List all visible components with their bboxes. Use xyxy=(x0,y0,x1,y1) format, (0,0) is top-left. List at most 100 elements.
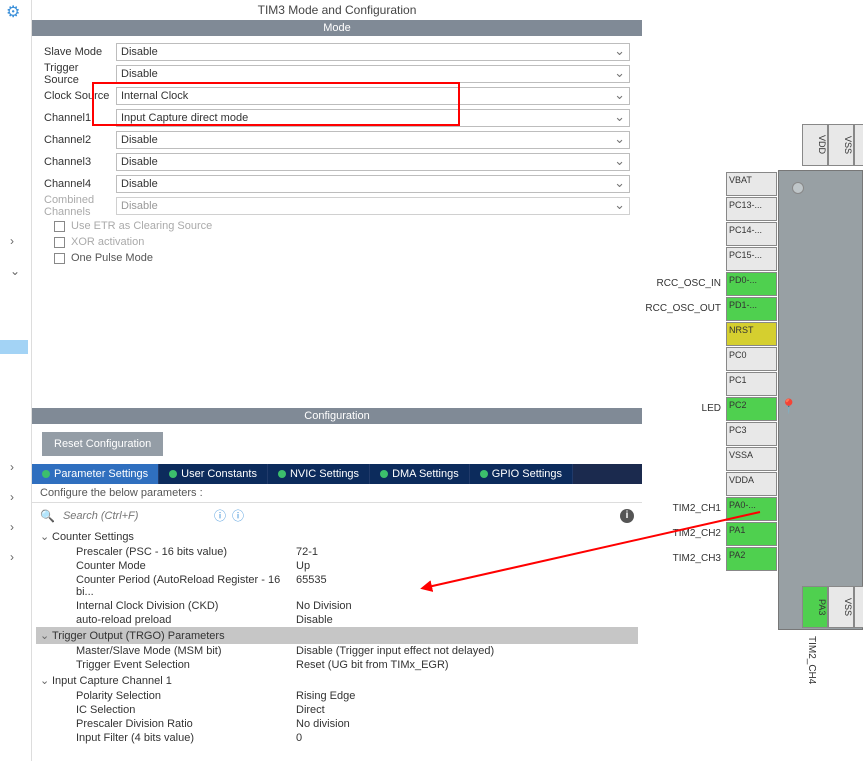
search-input[interactable] xyxy=(61,509,208,523)
mode-select[interactable]: Disable xyxy=(116,43,630,61)
checkbox-row[interactable]: One Pulse Mode xyxy=(54,252,630,264)
config-tab[interactable]: Parameter Settings xyxy=(32,464,159,484)
mode-row: Clock SourceInternal Clock xyxy=(44,86,630,106)
mode-select[interactable]: Disable xyxy=(116,131,630,149)
tab-label: GPIO Settings xyxy=(492,468,562,480)
checkbox-label: One Pulse Mode xyxy=(71,252,153,264)
reset-configuration-button[interactable]: Reset Configuration xyxy=(42,432,163,456)
param-row[interactable]: auto-reload preloadDisable xyxy=(36,613,638,627)
param-group-header[interactable]: ⌄Trigger Output (TRGO) Parameters xyxy=(36,627,638,644)
chevron-icon[interactable]: › xyxy=(10,550,14,564)
chip-pin[interactable]: PC3 xyxy=(726,422,777,446)
param-value: Disable (Trigger input effect not delaye… xyxy=(296,645,494,657)
param-row[interactable]: Master/Slave Mode (MSM bit)Disable (Trig… xyxy=(36,644,638,658)
param-row[interactable]: Trigger Event SelectionReset (UG bit fro… xyxy=(36,658,638,672)
pin-marker-icon: 📍 xyxy=(780,398,797,415)
chip-pin[interactable]: PC0 xyxy=(726,347,777,371)
mode-select[interactable]: Disable xyxy=(116,65,630,83)
chip-pin[interactable]: PA2 xyxy=(726,547,777,571)
tab-status-icon xyxy=(380,470,388,478)
param-row[interactable]: Counter Period (AutoReload Register - 16… xyxy=(36,573,638,599)
param-group-header[interactable]: ⌄Input Capture Channel 1 xyxy=(36,672,638,689)
mode-label: Clock Source xyxy=(44,90,116,102)
mode-label: Channel4 xyxy=(44,178,116,190)
chip-pin[interactable]: PD1-... xyxy=(726,297,777,321)
chip-pin[interactable]: PA1 xyxy=(726,522,777,546)
chip-pin[interactable]: PB9 xyxy=(854,124,863,166)
param-value: Disable xyxy=(296,614,333,626)
param-key: Trigger Event Selection xyxy=(76,659,296,671)
chip-pin[interactable]: PC15-... xyxy=(726,247,777,271)
mode-select[interactable]: Disable xyxy=(116,153,630,171)
gear-icon[interactable]: ⚙ xyxy=(6,2,20,22)
mode-select[interactable]: Disable xyxy=(116,175,630,193)
mode-label: Trigger Source xyxy=(44,62,116,86)
param-key: Polarity Selection xyxy=(76,690,296,702)
param-row[interactable]: Prescaler Division RatioNo division xyxy=(36,717,638,731)
param-key: Counter Period (AutoReload Register - 16… xyxy=(76,574,296,598)
chip-pin[interactable]: PA0-... xyxy=(726,497,777,521)
mode-row: Channel3Disable xyxy=(44,152,630,172)
chip-pin[interactable]: PD0-... xyxy=(726,272,777,296)
chevron-icon[interactable]: › xyxy=(10,234,14,248)
search-next-icon[interactable]: ⓘ xyxy=(232,507,244,524)
config-tab[interactable]: User Constants xyxy=(159,464,268,484)
chip-pin[interactable]: VSS xyxy=(828,586,854,628)
mode-label: Channel3 xyxy=(44,156,116,168)
checkbox-row: Use ETR as Clearing Source xyxy=(54,220,630,232)
param-key: Prescaler (PSC - 16 bits value) xyxy=(76,546,296,558)
chevron-icon[interactable]: › xyxy=(10,490,14,504)
search-prev-icon[interactable]: ⓘ xyxy=(214,507,226,524)
pin-signal-label: TIM2_CH2 xyxy=(673,528,721,539)
checkbox-icon xyxy=(54,221,65,232)
param-key: Internal Clock Division (CKD) xyxy=(76,600,296,612)
chip-pin[interactable]: NRST xyxy=(726,322,777,346)
config-tab[interactable]: GPIO Settings xyxy=(470,464,573,484)
param-group-header[interactable]: ⌄Counter Settings xyxy=(36,528,638,545)
param-row[interactable]: Input Filter (4 bits value)0 xyxy=(36,731,638,745)
chevron-icon[interactable]: › xyxy=(10,520,14,534)
chip-pin[interactable]: VDDA xyxy=(726,472,777,496)
param-row[interactable]: Polarity SelectionRising Edge xyxy=(36,689,638,703)
pin-signal-label: TIM2_CH1 xyxy=(673,503,721,514)
info-icon[interactable]: i xyxy=(620,509,634,523)
mode-label: Channel2 xyxy=(44,134,116,146)
param-key: Master/Slave Mode (MSM bit) xyxy=(76,645,296,657)
chip-pin[interactable]: VSS xyxy=(828,124,854,166)
tab-label: DMA Settings xyxy=(392,468,459,480)
chip-pin[interactable]: PC2 xyxy=(726,397,777,421)
chevron-icon[interactable]: ⌄ xyxy=(10,264,20,278)
param-row[interactable]: Prescaler (PSC - 16 bits value)72-1 xyxy=(36,545,638,559)
param-row[interactable]: IC SelectionDirect xyxy=(36,703,638,717)
bottom-pins: PA3VSSVDD xyxy=(802,586,863,628)
chip-pin[interactable]: PA3 xyxy=(802,586,828,628)
mode-body: Slave ModeDisableTrigger SourceDisableCl… xyxy=(32,36,642,272)
param-row[interactable]: Counter ModeUp xyxy=(36,559,638,573)
config-tab[interactable]: NVIC Settings xyxy=(268,464,370,484)
checkbox-icon xyxy=(54,253,65,264)
chip-pin[interactable]: PC14-... xyxy=(726,222,777,246)
tab-status-icon xyxy=(480,470,488,478)
chip-pin[interactable]: VSSA xyxy=(726,447,777,471)
chip-pin[interactable]: PC1 xyxy=(726,372,777,396)
chip-pin1-dot xyxy=(792,182,804,194)
param-value: 72-1 xyxy=(296,546,318,558)
tab-status-icon xyxy=(169,470,177,478)
mode-header: Mode xyxy=(32,20,642,36)
mode-select[interactable]: Input Capture direct mode xyxy=(116,109,630,127)
config-tab[interactable]: DMA Settings xyxy=(370,464,470,484)
bottom-pin-label: TIM2_CH4 xyxy=(806,636,817,684)
chip-pin[interactable]: PC13-... xyxy=(726,197,777,221)
left-rail: ⚙ › ⌄ › › › › xyxy=(0,0,32,761)
chip-pin[interactable]: VDD xyxy=(802,124,828,166)
chip-pin[interactable]: VBAT xyxy=(726,172,777,196)
pin-signal-label: RCC_OSC_OUT xyxy=(645,303,721,314)
chevron-down-icon: ⌄ xyxy=(40,530,52,543)
param-row[interactable]: Internal Clock Division (CKD)No Division xyxy=(36,599,638,613)
mode-select[interactable]: Internal Clock xyxy=(116,87,630,105)
chip-pin[interactable]: VDD xyxy=(854,586,863,628)
group-name: Input Capture Channel 1 xyxy=(52,675,172,687)
chevron-icon[interactable]: › xyxy=(10,460,14,474)
pin-signal-label: RCC_OSC_IN xyxy=(657,278,721,289)
mode-row: Slave ModeDisable xyxy=(44,42,630,62)
